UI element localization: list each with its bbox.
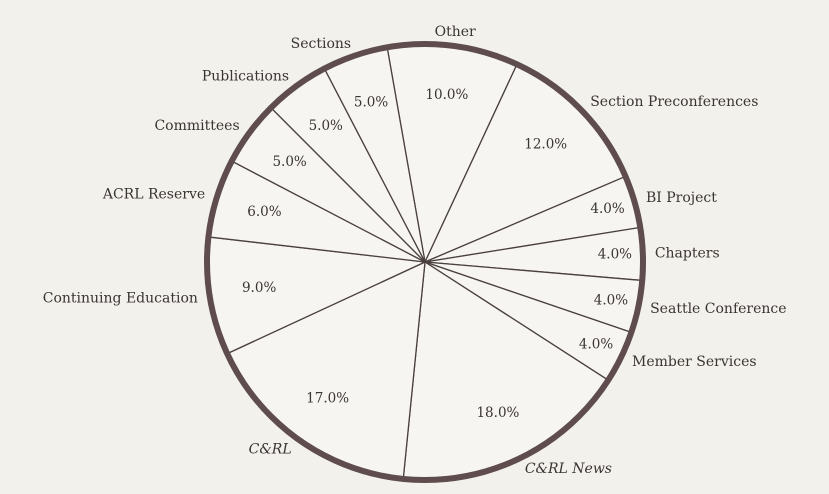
value-label: 12.0%	[524, 137, 567, 153]
value-label: 4.0%	[579, 336, 613, 352]
value-label: 4.0%	[598, 246, 632, 262]
category-label: Sections	[291, 36, 351, 52]
value-label: 17.0%	[306, 390, 349, 406]
value-label: 5.0%	[354, 94, 388, 110]
value-label: 10.0%	[425, 87, 468, 103]
value-label: 4.0%	[590, 201, 624, 217]
value-label: 4.0%	[594, 292, 628, 308]
category-label: C&RL News	[525, 461, 612, 477]
category-label: Member Services	[632, 354, 757, 370]
category-label: BI Project	[646, 190, 717, 206]
value-label: 9.0%	[242, 280, 276, 296]
value-label: 5.0%	[272, 154, 306, 170]
category-label: Seattle Conference	[650, 301, 786, 317]
category-label: Section Preconferences	[590, 94, 758, 110]
value-label: 5.0%	[309, 118, 343, 134]
category-label: C&RL	[249, 441, 292, 457]
category-label: Continuing Education	[43, 290, 198, 306]
category-label: ACRL Reserve	[102, 186, 205, 202]
value-label: 18.0%	[476, 405, 519, 421]
category-label: Other	[435, 24, 476, 40]
category-label: Chapters	[655, 245, 720, 261]
category-label: Publications	[202, 68, 289, 84]
value-label: 6.0%	[247, 204, 281, 220]
pie-outline	[204, 41, 646, 483]
category-label: Committees	[154, 118, 239, 134]
